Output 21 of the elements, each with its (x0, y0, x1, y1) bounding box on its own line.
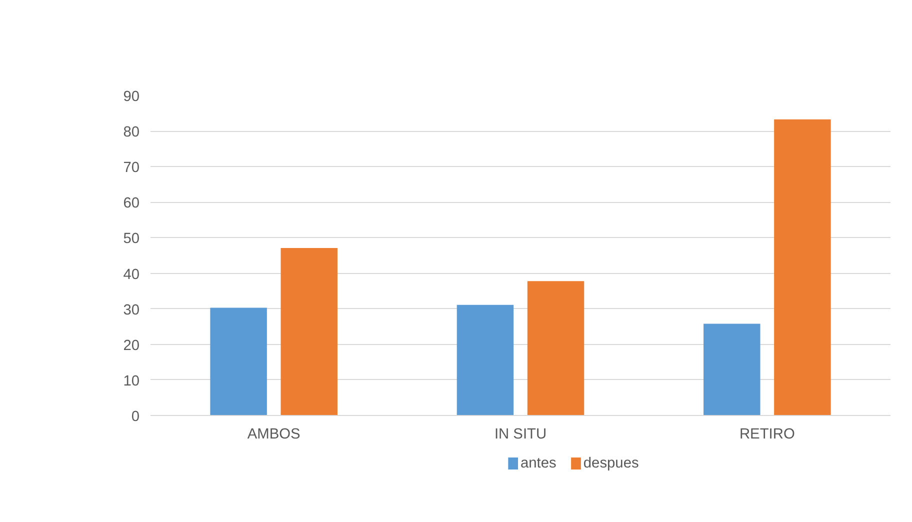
legend-label: antes (520, 456, 556, 472)
y-tick-label: 60 (123, 196, 140, 212)
y-tick-label: 90 (123, 89, 140, 105)
y-tick-label: 20 (123, 338, 140, 354)
y-tick-label: 80 (123, 124, 140, 141)
y-tick-label: 50 (123, 231, 140, 248)
bar (774, 119, 831, 416)
y-tick-label: 0 (131, 409, 140, 425)
bar (210, 308, 267, 416)
x-tick-label: IN SITU (494, 426, 547, 442)
bar (527, 281, 584, 416)
y-tick-label: 30 (123, 302, 140, 318)
x-tick-label: RETIRO (739, 426, 795, 442)
y-tick-label: 70 (123, 160, 140, 176)
y-tick-label: 10 (123, 373, 140, 390)
bar (280, 248, 338, 416)
y-tick-label: 40 (123, 266, 140, 283)
bar (704, 324, 760, 416)
bar (456, 304, 514, 416)
legend-label: despues (583, 456, 639, 472)
x-tick-label: AMBOS (247, 426, 301, 442)
